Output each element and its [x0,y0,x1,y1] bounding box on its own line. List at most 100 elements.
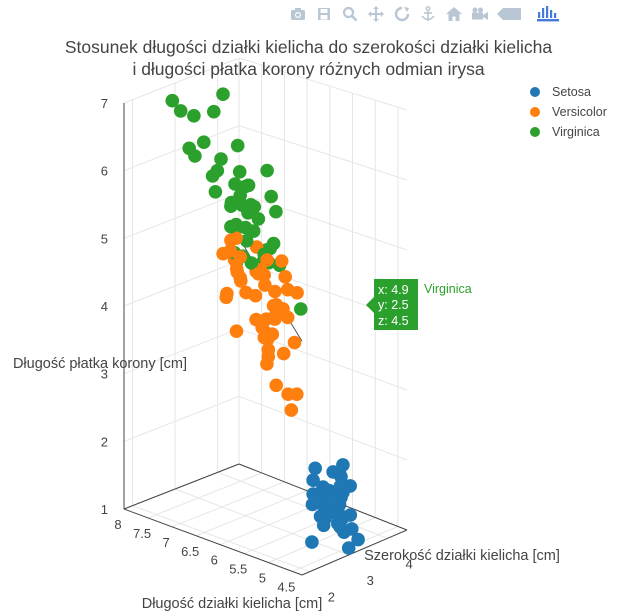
modebar [288,4,560,24]
z-tick-label: 7 [101,96,108,111]
point-versicolor [219,290,233,305]
hover-icon[interactable] [496,4,522,24]
legend-label-virginica: Virginica [552,125,600,139]
legend-marker-versicolor [530,107,540,117]
point-virginica [224,219,238,234]
point-versicolor [249,312,263,327]
point-virginica [187,109,201,123]
point-versicolor [258,278,272,292]
x-tick-label: 8 [114,517,121,532]
point-setosa [333,479,348,493]
point-versicolor [260,253,274,267]
z-tick-label: 6 [101,164,108,179]
tooltip-y: y: 2.5 [378,298,409,312]
orbit-rotation-icon[interactable] [392,4,412,24]
camera-icon[interactable] [288,4,308,24]
point-setosa [341,541,356,555]
point-virginica [269,204,283,219]
x-tick-label: 5.5 [229,562,247,577]
y-tick-label: 2 [328,590,335,605]
chart-title-line-1: Stosunek długości działki kielicha do sz… [64,37,553,57]
point-virginica [239,234,254,248]
legend-item-virginica[interactable]: Virginica [530,122,607,142]
z-gridline [123,192,240,239]
point-virginica [216,87,230,101]
point-setosa [343,479,358,493]
z-gridline [238,125,408,181]
home-icon[interactable] [444,4,464,24]
point-virginica [205,169,220,183]
point-versicolor [224,233,238,248]
tooltip-x: x: 4.9 [378,283,409,297]
point-setosa [305,535,319,549]
x-tick-label: 6 [211,553,218,568]
point-versicolor [239,285,253,300]
x-gridline [195,490,308,537]
z-axis-title: Długość płatka korony [cm] [13,356,187,372]
point-versicolor [229,324,244,339]
camera-view-icon[interactable] [470,4,490,24]
point-virginica [228,177,242,191]
legend-marker-virginica [530,127,540,137]
tooltip-z: z: 4.5 [378,314,409,328]
point-setosa [308,461,323,476]
point-versicolor [233,270,247,285]
z-gridline [123,328,240,375]
turntable-rotation-icon[interactable] [418,4,438,24]
zoom-icon[interactable] [340,4,360,24]
point-versicolor [251,267,266,281]
z-tick-label: 1 [101,502,108,517]
point-virginica [214,152,228,166]
plotly-logo-icon[interactable] [536,4,560,24]
point-virginica [173,104,188,118]
chart-title-line-2: i długości płatka korony różnych odmian … [132,59,485,79]
z-gridline [123,125,240,172]
tick-labels: 1 2 3 4 5 6 7 8 7.5 7 6.5 6 5.5 5 4.5 2 3 4 [101,96,413,605]
point-versicolor [276,346,291,361]
point-virginica [238,200,253,214]
x-tick-label: 5 [259,571,266,586]
point-virginica [232,165,247,179]
legend-item-versicolor[interactable]: Versicolor [530,102,607,122]
z-tick-label: 3 [101,367,108,382]
pan-icon[interactable] [366,4,386,24]
point-virginica [165,93,180,108]
point-virginica [260,163,274,178]
point-virginica [197,135,211,149]
y-tick-label: 4 [406,556,413,571]
point-virginica [230,138,245,153]
point-versicolor [223,244,238,258]
save-icon[interactable] [314,4,334,24]
point-virginica [207,104,221,119]
point-versicolor [278,270,293,284]
z-gridline [123,57,240,104]
x-axis-line [123,508,303,576]
point-versicolor [284,403,299,417]
legend-item-setosa[interactable]: Setosa [530,82,607,102]
point-setosa [326,492,340,507]
point-setosa [331,516,345,531]
point-setosa [306,473,320,488]
point-setosa [311,491,326,505]
x-tick-label: 6.5 [181,544,199,559]
x-gridline [171,481,285,528]
point-versicolor [287,335,302,350]
point-versicolor [233,250,247,264]
x-axis-title: Długość działki kielicha [cm] [142,596,323,612]
x-tick-label: 7 [162,535,169,550]
point-versicolor [268,284,282,299]
x-gridline [147,472,262,519]
y-axis-title: Szerokość działki kielicha [cm] [364,548,560,564]
data-points [165,87,365,555]
point-virginica [266,236,281,251]
point-setosa [351,532,365,547]
point-virginica [264,189,279,204]
point-virginica [182,141,196,156]
tooltip-box [366,279,418,330]
point-versicolor [280,282,295,297]
legend-marker-setosa [530,87,540,97]
tooltip-series: Virginica [424,282,472,296]
y-axis-line [301,529,408,576]
x-tick-label: 7.5 [133,526,151,541]
